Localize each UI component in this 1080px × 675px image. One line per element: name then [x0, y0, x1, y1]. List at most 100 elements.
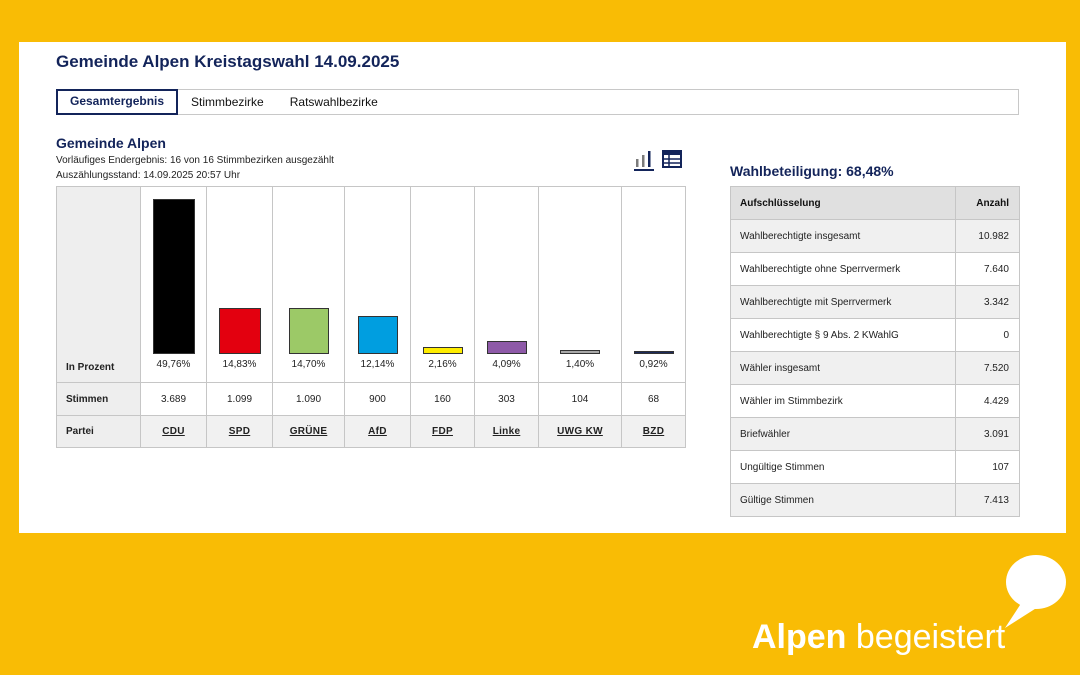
tab-bar: Gesamtergebnis Stimmbezirke Ratswahlbezi… — [56, 89, 1019, 115]
turnout-title: Wahlbeteiligung: 68,48% — [730, 163, 894, 179]
party-cell: UWG KW — [538, 415, 622, 448]
votes-cell: 160 — [410, 382, 475, 416]
turnout-value: 4.429 — [955, 384, 1020, 418]
bar-cell-fdp: 2,16% — [410, 186, 475, 383]
bar-linke[interactable] — [486, 341, 527, 354]
results-table: In Prozent 49,76% 14,83% 14,70% 12,14% 2,16%… — [56, 186, 686, 448]
percent-label: 14,70% — [291, 359, 326, 370]
percent-label: 4,09% — [492, 359, 521, 370]
party-row: Partei CDU SPD GRÜNE AfD FDP Linke UWG KW BZD — [56, 415, 686, 448]
percent-label: 14,83% — [222, 359, 257, 370]
bar-spd[interactable] — [218, 308, 261, 354]
turnout-label: Wähler insgesamt — [730, 351, 956, 385]
votes-cell: 1.090 — [272, 382, 345, 416]
party-link-afd[interactable]: AfD — [368, 426, 387, 437]
brand-part2: begeistert — [846, 618, 1006, 656]
brand-logo: Alpen begeistert — [752, 618, 1005, 657]
party-cell: FDP — [410, 415, 475, 448]
percent-label: 0,92% — [639, 359, 668, 370]
speech-bubble-icon — [1005, 555, 1066, 628]
turnout-label: Wahlberechtigte § 9 Abs. 2 KWahlG — [730, 318, 956, 352]
turnout-row: Wahlberechtigte mit Sperrvermerk 3.342 — [730, 285, 1020, 319]
turnout-row: Wähler im Stimmbezirk 4.429 — [730, 384, 1020, 418]
bar-gr-ne[interactable] — [288, 308, 329, 354]
percent-label: 12,14% — [360, 359, 395, 370]
turnout-header-label: Aufschlüsselung — [730, 186, 956, 220]
turnout-row: Ungültige Stimmen 107 — [730, 450, 1020, 484]
turnout-header-count: Anzahl — [955, 186, 1020, 220]
turnout-value: 3.091 — [955, 417, 1020, 451]
party-link-spd[interactable]: SPD — [228, 426, 251, 437]
results-card: Gemeinde Alpen Kreistagswahl 14.09.2025 … — [19, 42, 1066, 533]
turnout-value: 107 — [955, 450, 1020, 484]
party-link-uwg-kw[interactable]: UWG KW — [557, 426, 603, 437]
percent-label: 1,40% — [565, 359, 595, 370]
party-cell: GRÜNE — [272, 415, 345, 448]
turnout-label: Wahlberechtigte mit Sperrvermerk — [730, 285, 956, 319]
turnout-label: Wahlberechtigte insgesamt — [730, 219, 956, 253]
bar-cdu[interactable] — [152, 199, 195, 354]
party-cell: CDU — [140, 415, 207, 448]
count-timestamp: Auszählungsstand: 14.09.2025 20:57 Uhr — [56, 170, 241, 181]
votes-cell: 900 — [344, 382, 411, 416]
turnout-row: Gültige Stimmen 7.413 — [730, 483, 1020, 517]
votes-cell: 68 — [621, 382, 686, 416]
bar-chart-icon[interactable] — [634, 150, 654, 172]
party-cell: Linke — [474, 415, 539, 448]
section-title: Gemeinde Alpen — [56, 135, 166, 151]
percent-label: 2,16% — [428, 359, 457, 370]
turnout-label: Ungültige Stimmen — [730, 450, 956, 484]
turnout-value: 7.413 — [955, 483, 1020, 517]
percent-label: 49,76% — [156, 359, 191, 370]
bar-fdp[interactable] — [422, 347, 463, 354]
bar-cell-spd: 14,83% — [206, 186, 273, 383]
turnout-row: Briefwähler 3.091 — [730, 417, 1020, 451]
turnout-label: Wahlberechtigte ohne Sperrvermerk — [730, 252, 956, 286]
row-label-party: Partei — [56, 415, 141, 448]
bar-uwg-kw[interactable] — [560, 350, 600, 354]
tab-gesamtergebnis[interactable]: Gesamtergebnis — [56, 89, 179, 115]
votes-cell: 104 — [538, 382, 622, 416]
turnout-value: 7.520 — [955, 351, 1020, 385]
votes-cell: 1.099 — [206, 382, 273, 416]
turnout-row: Wahlberechtigte insgesamt 10.982 — [730, 219, 1020, 253]
view-switcher — [634, 150, 682, 172]
party-link-linke[interactable]: Linke — [492, 426, 521, 437]
bar-bzd[interactable] — [633, 351, 674, 354]
turnout-value: 0 — [955, 318, 1020, 352]
turnout-row: Wahlberechtigte ohne Sperrvermerk 7.640 — [730, 252, 1020, 286]
turnout-table: Aufschlüsselung Anzahl Wahlberechtigte i… — [730, 186, 1020, 517]
percent-row: In Prozent 49,76% 14,83% 14,70% 12,14% 2,16%… — [56, 186, 686, 383]
party-link-bzd[interactable]: BZD — [642, 426, 665, 437]
party-link-cdu[interactable]: CDU — [162, 426, 185, 437]
votes-row: Stimmen 3.689 1.099 1.090 900 160 303 104 68 — [56, 382, 686, 416]
turnout-header-row: Aufschlüsselung Anzahl — [730, 186, 1020, 220]
party-cell: BZD — [621, 415, 686, 448]
votes-cell: 303 — [474, 382, 539, 416]
brand-part1: Alpen — [752, 618, 847, 656]
bar-cell-cdu: 49,76% — [140, 186, 207, 383]
party-cell: SPD — [206, 415, 273, 448]
turnout-label: Briefwähler — [730, 417, 956, 451]
row-label-votes: Stimmen — [56, 382, 141, 416]
tab-ratswahlbezirke[interactable]: Ratswahlbezirke — [289, 95, 378, 109]
turnout-row: Wahlberechtigte § 9 Abs. 2 KWahlG 0 — [730, 318, 1020, 352]
row-label-percent: In Prozent — [56, 186, 141, 383]
tab-stimmbezirke[interactable]: Stimmbezirke — [191, 95, 264, 109]
table-icon[interactable] — [662, 150, 682, 172]
party-link-fdp[interactable]: FDP — [432, 426, 453, 437]
bar-cell-linke: 4,09% — [474, 186, 539, 383]
turnout-value: 7.640 — [955, 252, 1020, 286]
turnout-label: Wähler im Stimmbezirk — [730, 384, 956, 418]
party-link-gr-ne[interactable]: GRÜNE — [289, 426, 328, 437]
bar-cell-gr-ne: 14,70% — [272, 186, 345, 383]
count-status: Vorläufiges Endergebnis: 16 von 16 Stimm… — [56, 155, 334, 166]
turnout-label: Gültige Stimmen — [730, 483, 956, 517]
votes-cell: 3.689 — [140, 382, 207, 416]
party-cell: AfD — [344, 415, 411, 448]
bar-afd[interactable] — [357, 316, 398, 354]
page-title: Gemeinde Alpen Kreistagswahl 14.09.2025 — [56, 52, 400, 71]
bar-cell-afd: 12,14% — [344, 186, 411, 383]
turnout-value: 10.982 — [955, 219, 1020, 253]
bar-cell-bzd: 0,92% — [621, 186, 686, 383]
